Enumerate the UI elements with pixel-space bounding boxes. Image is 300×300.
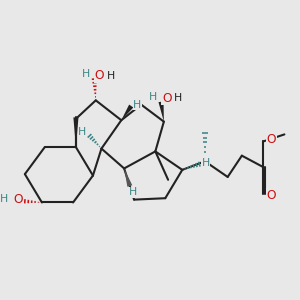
Polygon shape — [121, 105, 133, 120]
Polygon shape — [74, 117, 79, 147]
Text: O: O — [162, 92, 172, 105]
Text: H: H — [201, 158, 210, 168]
Text: O: O — [267, 189, 276, 202]
Text: O: O — [95, 69, 104, 82]
Text: H: H — [134, 100, 142, 110]
Text: O: O — [267, 133, 276, 146]
Text: H: H — [128, 187, 137, 197]
Text: H: H — [174, 93, 182, 103]
Text: H: H — [107, 71, 116, 81]
Polygon shape — [158, 101, 164, 122]
Text: O: O — [14, 193, 23, 206]
Text: H: H — [148, 92, 157, 102]
Polygon shape — [124, 168, 132, 187]
Text: H: H — [78, 128, 87, 137]
Text: H: H — [82, 69, 90, 79]
Text: H: H — [0, 194, 8, 204]
